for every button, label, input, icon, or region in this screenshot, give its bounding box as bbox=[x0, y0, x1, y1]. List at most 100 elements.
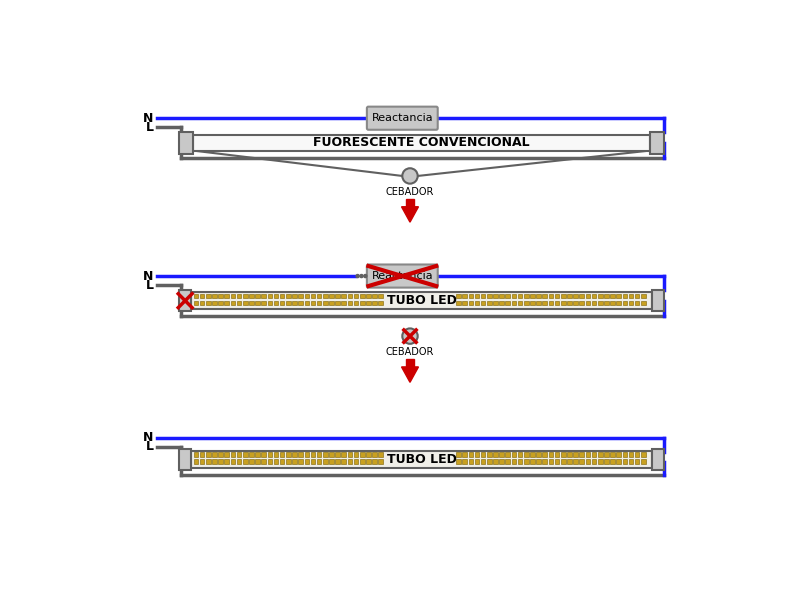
Bar bbox=[225, 301, 229, 305]
Bar bbox=[549, 460, 554, 464]
Bar bbox=[641, 452, 646, 457]
Bar bbox=[329, 294, 334, 298]
Bar bbox=[280, 301, 285, 305]
Bar bbox=[292, 460, 297, 464]
Bar bbox=[586, 301, 590, 305]
Bar bbox=[360, 460, 365, 464]
Bar bbox=[641, 460, 646, 464]
Bar bbox=[193, 135, 650, 151]
Bar bbox=[456, 460, 461, 464]
Bar bbox=[406, 359, 414, 367]
Bar bbox=[191, 451, 652, 468]
Bar bbox=[487, 452, 492, 457]
Text: TUBO LED: TUBO LED bbox=[386, 453, 457, 466]
FancyBboxPatch shape bbox=[367, 107, 438, 130]
Bar bbox=[194, 452, 198, 457]
Bar bbox=[323, 301, 328, 305]
Bar bbox=[218, 301, 223, 305]
Bar bbox=[629, 452, 634, 457]
Bar bbox=[536, 294, 541, 298]
Bar bbox=[652, 290, 664, 311]
Bar bbox=[179, 449, 191, 470]
Bar bbox=[262, 301, 266, 305]
Bar bbox=[586, 460, 590, 464]
Bar bbox=[225, 294, 229, 298]
Bar bbox=[200, 460, 205, 464]
Bar bbox=[610, 452, 615, 457]
Bar bbox=[635, 301, 639, 305]
Bar bbox=[524, 294, 529, 298]
Polygon shape bbox=[402, 207, 418, 222]
Bar bbox=[554, 460, 559, 464]
Bar bbox=[574, 452, 578, 457]
Bar bbox=[360, 294, 365, 298]
Bar bbox=[549, 294, 554, 298]
Text: Reactancia: Reactancia bbox=[371, 113, 433, 123]
Ellipse shape bbox=[356, 275, 359, 278]
Bar bbox=[305, 301, 309, 305]
Bar bbox=[237, 460, 242, 464]
Bar bbox=[610, 294, 615, 298]
Bar bbox=[274, 460, 278, 464]
Text: L: L bbox=[146, 121, 154, 134]
Bar bbox=[286, 460, 290, 464]
Bar bbox=[292, 294, 297, 298]
Bar bbox=[456, 452, 461, 457]
Bar bbox=[280, 294, 285, 298]
Bar bbox=[518, 460, 522, 464]
Bar bbox=[462, 452, 467, 457]
Bar bbox=[506, 301, 510, 305]
Bar bbox=[329, 452, 334, 457]
Bar bbox=[641, 301, 646, 305]
Bar bbox=[262, 294, 266, 298]
Bar bbox=[329, 460, 334, 464]
Bar bbox=[561, 452, 566, 457]
Bar bbox=[542, 301, 547, 305]
FancyBboxPatch shape bbox=[367, 265, 438, 287]
Bar bbox=[329, 301, 334, 305]
Bar bbox=[512, 460, 516, 464]
Bar bbox=[206, 452, 210, 457]
Bar bbox=[243, 301, 247, 305]
Bar bbox=[610, 460, 615, 464]
Bar bbox=[274, 294, 278, 298]
Bar bbox=[469, 294, 473, 298]
Bar bbox=[342, 452, 346, 457]
Bar bbox=[267, 301, 272, 305]
Bar bbox=[310, 460, 315, 464]
Bar bbox=[372, 452, 377, 457]
Bar bbox=[586, 452, 590, 457]
Bar bbox=[574, 301, 578, 305]
Bar bbox=[212, 460, 217, 464]
Bar bbox=[536, 452, 541, 457]
Bar bbox=[286, 294, 290, 298]
Bar bbox=[243, 460, 247, 464]
Bar bbox=[635, 452, 639, 457]
Bar bbox=[524, 301, 529, 305]
Bar bbox=[206, 460, 210, 464]
Bar bbox=[469, 452, 473, 457]
Bar bbox=[255, 294, 260, 298]
Bar bbox=[512, 452, 516, 457]
Bar bbox=[616, 294, 621, 298]
Bar bbox=[592, 301, 596, 305]
Bar bbox=[616, 452, 621, 457]
Bar bbox=[567, 301, 572, 305]
Bar bbox=[530, 294, 534, 298]
Bar bbox=[610, 301, 615, 305]
Ellipse shape bbox=[360, 275, 363, 278]
Bar bbox=[298, 301, 303, 305]
Bar bbox=[348, 452, 352, 457]
Bar bbox=[629, 301, 634, 305]
Bar bbox=[378, 452, 383, 457]
Bar bbox=[567, 460, 572, 464]
Bar bbox=[474, 460, 479, 464]
Bar bbox=[348, 301, 352, 305]
Bar bbox=[218, 452, 223, 457]
Bar bbox=[243, 294, 247, 298]
Bar bbox=[305, 294, 309, 298]
Bar bbox=[249, 452, 254, 457]
Bar bbox=[255, 452, 260, 457]
Bar bbox=[354, 452, 358, 457]
Bar bbox=[481, 294, 486, 298]
